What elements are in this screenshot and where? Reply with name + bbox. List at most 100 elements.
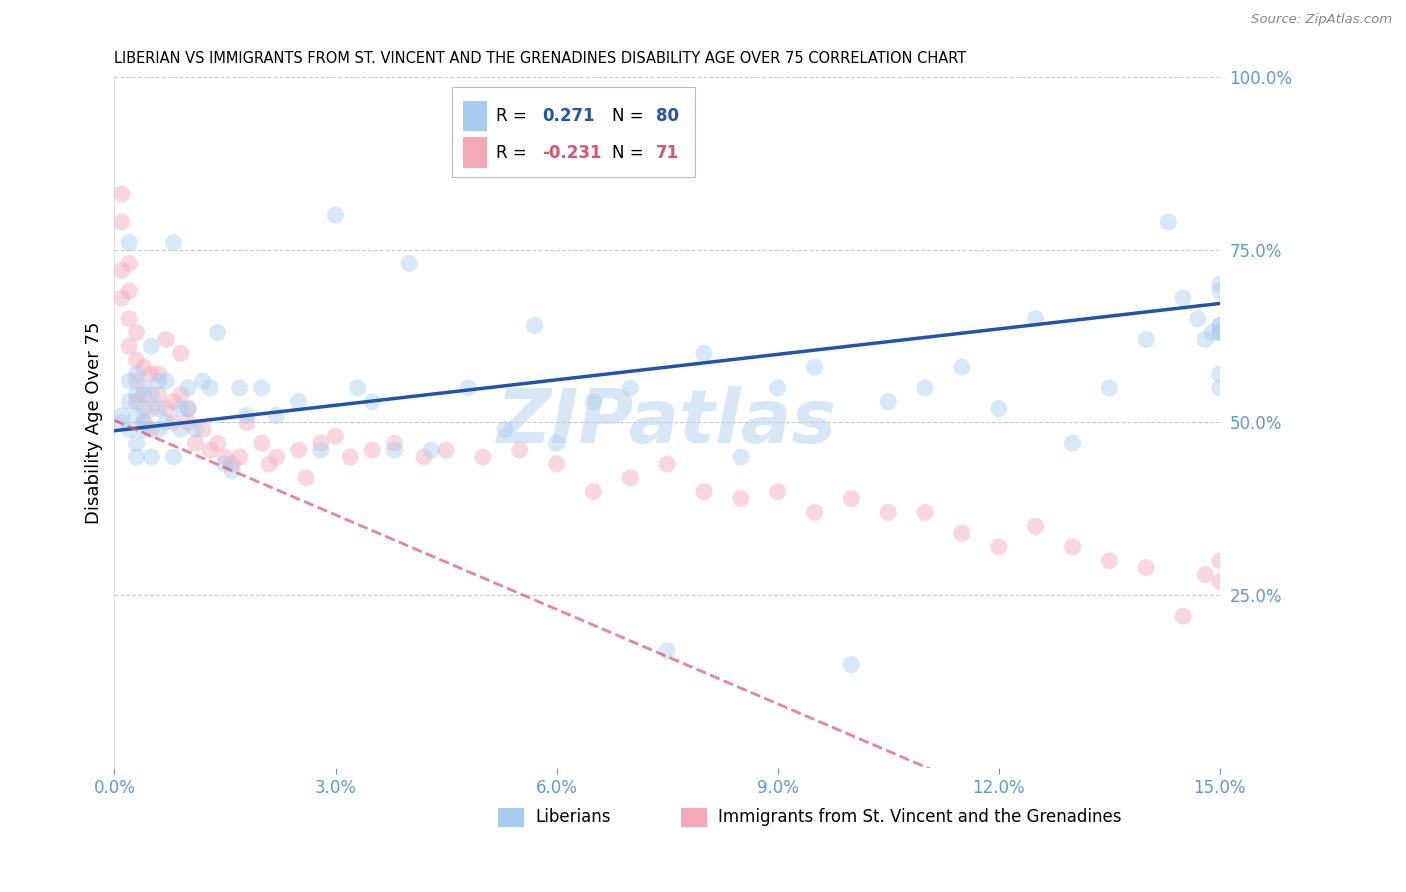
Point [228,450,250,464]
Point [877,505,900,519]
Point [141,401,163,416]
Text: -0.231: -0.231 [543,144,602,161]
Point [132,360,155,375]
Point [841,491,863,506]
Point [339,450,361,464]
Point [162,450,184,464]
Point [191,422,214,436]
Point [877,394,900,409]
Point [693,484,716,499]
Point [398,256,420,270]
Point [207,326,229,340]
FancyBboxPatch shape [463,137,486,168]
Point [950,360,973,375]
Point [118,422,141,436]
Point [118,339,141,353]
Point [191,374,214,388]
Point [295,471,318,485]
Point [1187,311,1209,326]
Point [582,484,605,499]
Text: 80: 80 [657,107,679,125]
Point [346,381,368,395]
Point [309,436,332,450]
Text: Source: ZipAtlas.com: Source: ZipAtlas.com [1251,13,1392,27]
Point [1201,326,1223,340]
Point [148,388,170,402]
Point [200,443,222,458]
Point [184,422,207,436]
Point [1209,326,1232,340]
Point [148,374,170,388]
Point [509,443,531,458]
Point [162,416,184,430]
Point [1157,215,1180,229]
Point [987,540,1010,554]
Point [177,381,200,395]
Point [1098,381,1121,395]
Point [207,436,229,450]
Point [1209,277,1232,291]
Point [1209,318,1232,333]
Point [184,436,207,450]
Point [325,429,347,443]
Point [1209,367,1232,381]
Point [132,422,155,436]
Point [257,457,280,471]
Point [914,381,936,395]
Point [214,450,236,464]
Point [111,291,134,305]
Point [766,381,789,395]
Text: N =: N = [612,144,648,161]
Point [170,401,193,416]
FancyBboxPatch shape [463,101,486,131]
Point [1025,519,1047,533]
Point [132,401,155,416]
Point [125,450,148,464]
Point [803,505,825,519]
Text: Immigrants from St. Vincent and the Grenadines: Immigrants from St. Vincent and the Gren… [717,808,1121,826]
Point [287,394,309,409]
Point [250,436,273,450]
Point [148,401,170,416]
Point [413,450,436,464]
Point [1209,381,1232,395]
Point [1135,560,1157,574]
Point [987,401,1010,416]
Point [125,367,148,381]
Point [141,450,163,464]
Point [434,443,457,458]
Point [155,374,177,388]
Point [494,422,516,436]
Point [325,208,347,222]
Point [1098,554,1121,568]
Point [266,450,288,464]
Point [1194,333,1216,347]
Point [155,333,177,347]
Point [125,353,148,368]
Point [111,215,134,229]
Point [177,401,200,416]
Text: 0.271: 0.271 [543,107,595,125]
Point [841,657,863,672]
Point [1209,318,1232,333]
Point [523,318,546,333]
Y-axis label: Disability Age Over 75: Disability Age Over 75 [86,321,103,524]
Point [1209,554,1232,568]
Point [619,381,641,395]
Point [125,436,148,450]
Point [1209,574,1232,589]
Point [1209,326,1232,340]
Point [141,422,163,436]
Point [655,457,678,471]
Point [118,374,141,388]
Point [118,284,141,298]
Text: LIBERIAN VS IMMIGRANTS FROM ST. VINCENT AND THE GRENADINES DISABILITY AGE OVER 7: LIBERIAN VS IMMIGRANTS FROM ST. VINCENT … [114,51,967,66]
Point [766,484,789,499]
Point [148,367,170,381]
Point [1135,333,1157,347]
Point [361,394,384,409]
Point [155,401,177,416]
Point [384,436,406,450]
Point [111,416,134,430]
Point [170,346,193,360]
